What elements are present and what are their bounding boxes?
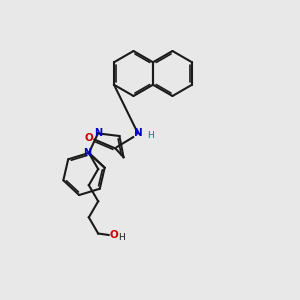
Text: H: H — [147, 131, 154, 140]
Text: N: N — [94, 128, 102, 138]
Text: H: H — [118, 233, 124, 242]
Text: O: O — [85, 133, 94, 143]
Text: N: N — [134, 128, 143, 138]
Text: N: N — [83, 148, 92, 158]
Text: O: O — [110, 230, 118, 240]
